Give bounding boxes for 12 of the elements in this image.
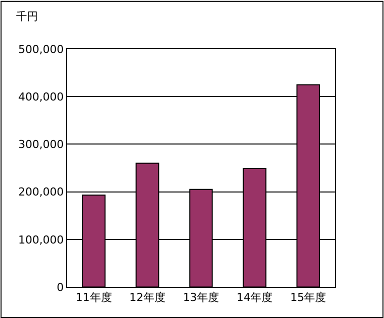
- y-tick-label: 200,000: [18, 186, 64, 199]
- x-tick-label: 13年度: [183, 291, 219, 304]
- y-tick-label: 0: [56, 280, 64, 294]
- x-tick-label: 12年度: [129, 291, 166, 304]
- y-tick-label: 100,000: [18, 233, 64, 246]
- y-tick-label: 500,000: [18, 42, 64, 56]
- x-tick-label: 15年度: [290, 291, 326, 304]
- y-tick-label: 300,000: [18, 138, 64, 152]
- x-tick-label: 11年度: [76, 291, 112, 304]
- x-tick-label: 14年度: [236, 291, 273, 304]
- y-axis-title: 千円: [16, 10, 38, 23]
- y-tick-label: 400,000: [18, 90, 64, 104]
